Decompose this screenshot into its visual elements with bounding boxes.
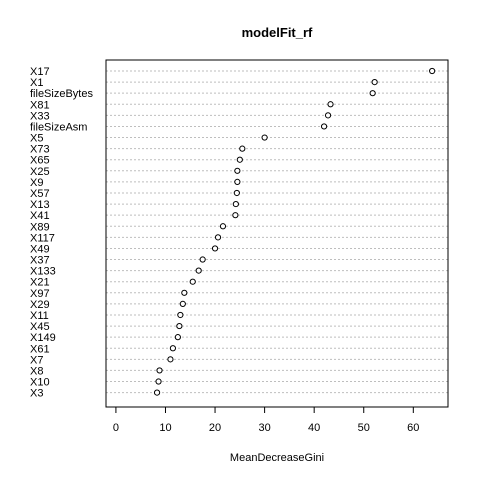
data-point	[239, 145, 246, 152]
variable-label: X11	[30, 310, 49, 322]
variable-label: X13	[30, 199, 50, 211]
variable-label: X133	[30, 266, 56, 278]
variable-label: X45	[30, 321, 50, 333]
x-tick-label: 0	[113, 422, 119, 434]
data-point	[211, 245, 219, 252]
variable-label: fileSizeBytes	[30, 88, 93, 100]
data-point	[195, 267, 202, 274]
data-point	[199, 256, 206, 263]
data-point	[156, 367, 163, 374]
guide-lines	[106, 70, 448, 394]
data-point	[214, 234, 222, 241]
variable-label: X61	[30, 343, 50, 355]
variable-label: X57	[30, 188, 50, 200]
x-axis: 0 10 20 30 40 50 60	[113, 406, 419, 434]
data-point	[174, 334, 181, 341]
variable-label: X8	[30, 365, 43, 377]
variable-label: X5	[30, 133, 43, 145]
variable-label: X33	[30, 110, 50, 122]
data-point	[167, 356, 174, 363]
variable-label: X81	[30, 99, 50, 111]
variable-label: X73	[30, 144, 50, 156]
variable-label: X65	[30, 155, 50, 167]
variable-label: X49	[30, 243, 50, 255]
data-point	[369, 90, 376, 97]
variable-label: X21	[30, 277, 50, 289]
variable-label: X89	[30, 221, 50, 233]
variable-label: X149	[30, 332, 56, 344]
data-point	[371, 78, 378, 86]
data-point	[261, 134, 268, 141]
data-point	[189, 278, 196, 285]
plot-area	[105, 59, 449, 408]
x-tick-label: 10	[159, 422, 171, 434]
data-point	[327, 101, 334, 108]
data-point	[169, 345, 177, 352]
data-point	[177, 311, 184, 319]
chart-title: modelFit_rf	[242, 25, 313, 40]
x-tick-label: 40	[308, 422, 320, 434]
data-point	[153, 389, 161, 396]
variable-label: X17	[30, 66, 50, 78]
data-point	[324, 112, 332, 119]
variable-label: X25	[30, 166, 50, 178]
data-point	[155, 378, 162, 385]
data-point	[232, 200, 239, 208]
data-point	[320, 123, 328, 130]
data-point	[176, 322, 183, 330]
data-point	[429, 67, 436, 75]
variable-label: X29	[30, 299, 50, 311]
data-point	[236, 156, 243, 163]
x-axis-label: MeanDecreaseGini	[230, 452, 324, 464]
variable-label: X37	[30, 255, 50, 267]
data-point	[219, 223, 227, 230]
variable-labels: X17X1fileSizeBytesX81X33fileSizeAsmX5X73…	[30, 66, 93, 400]
variable-label: X3	[30, 388, 43, 400]
variable-label: X10	[30, 377, 50, 389]
variable-label: X9	[30, 177, 43, 189]
variable-label: X1	[30, 77, 43, 89]
data-points	[153, 67, 436, 396]
variable-label: fileSizeAsm	[30, 121, 87, 133]
data-point	[179, 300, 186, 307]
data-point	[234, 167, 241, 174]
variable-label: X41	[30, 210, 50, 222]
x-tick-label: 30	[258, 422, 270, 434]
data-point	[234, 178, 241, 185]
data-point	[232, 212, 239, 219]
variable-label: X7	[30, 354, 43, 366]
data-point	[181, 289, 188, 296]
x-tick-label: 50	[358, 422, 370, 434]
data-point	[233, 189, 240, 197]
variable-label: X117	[30, 232, 55, 244]
x-tick-label: 60	[407, 422, 419, 434]
x-tick-label: 20	[209, 422, 221, 434]
variable-label: X97	[30, 288, 50, 300]
